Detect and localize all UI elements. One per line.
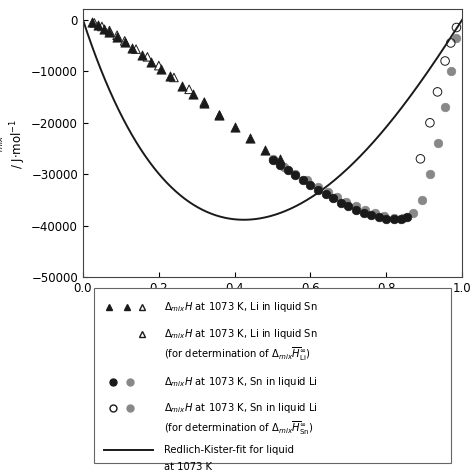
Point [400,214,407,221]
Point [121,39,128,46]
Point [453,24,460,31]
Point [322,191,329,198]
Point [453,34,460,42]
Point [201,100,208,107]
Point [147,58,155,66]
Point [303,177,310,184]
Point [280,163,288,170]
Point [185,85,193,93]
X-axis label: $x_{\mathrm{Li}}$: $x_{\mathrm{Li}}$ [264,298,282,312]
Point [261,146,269,154]
Point [201,99,208,106]
Point [155,62,163,69]
Point [345,202,352,210]
Point [441,57,449,65]
Point [144,53,151,61]
Text: $\Delta_{mix}H$ at 1073 K, Sn in liquid Li: $\Delta_{mix}H$ at 1073 K, Sn in liquid … [164,401,319,415]
Point [409,210,417,217]
Text: (for determination of $\Delta_{mix}\overline{H}_{\mathrm{Li}}^{\infty}$): (for determination of $\Delta_{mix}\over… [164,346,311,364]
Point [269,156,276,164]
Text: Redlich-Kister-fit for liquid: Redlich-Kister-fit for liquid [164,446,294,456]
Point [362,207,369,214]
Point [447,39,455,47]
Point [189,91,197,98]
Point [381,212,388,220]
Point [352,206,360,214]
Point [333,194,341,201]
Point [91,19,98,27]
Point [419,196,426,204]
Point [292,171,299,178]
Point [307,181,314,188]
Point [121,37,128,45]
Point [371,210,379,217]
Text: $\Delta_{mix}H$ at 1073 K, Li in liquid Sn: $\Delta_{mix}H$ at 1073 K, Li in liquid … [164,300,319,314]
Point [426,119,434,127]
Text: $\Delta_{mix}H$ at 1073 K, Sn in liquid Li: $\Delta_{mix}H$ at 1073 K, Sn in liquid … [164,375,319,389]
Point [269,155,276,163]
Point [390,214,398,221]
Point [246,135,254,142]
Point [375,213,383,221]
Point [98,23,106,30]
Point [216,111,223,119]
Point [441,103,449,111]
Point [216,111,223,119]
Point [178,82,185,90]
Point [284,166,292,174]
Point [314,186,322,193]
Point [329,195,337,202]
Point [447,67,455,75]
Point [106,27,113,35]
Point [337,199,345,206]
FancyBboxPatch shape [94,288,451,463]
Point [314,183,322,191]
Point [89,18,96,26]
Point [138,51,146,59]
Point [132,46,140,53]
Point [94,21,102,29]
Point [403,213,411,220]
Point [434,88,441,96]
Point [128,44,136,52]
Text: $\Delta_{mix}H$ at 1073 K, Li in liquid Sn: $\Delta_{mix}H$ at 1073 K, Li in liquid … [164,327,319,341]
Point [434,139,441,147]
Point [292,172,299,179]
Point [157,65,164,73]
Point [166,73,174,80]
Point [113,33,121,41]
Point [324,189,331,196]
Point [276,155,284,163]
Point [106,28,113,36]
Point [170,73,178,81]
Text: (for determination of $\Delta_{mix}\overline{H}_{\mathrm{Sn}}^{\infty}$): (for determination of $\Delta_{mix}\over… [164,420,314,438]
Point [383,215,390,222]
Point [417,155,424,163]
Point [360,209,367,217]
Point [398,215,405,222]
Y-axis label: $\Delta_{mix}H$
/ J$\cdot$mol$^{-1}$: $\Delta_{mix}H$ / J$\cdot$mol$^{-1}$ [0,118,28,169]
Point [352,202,360,210]
Point [299,176,307,184]
Point [276,161,284,169]
Point [113,31,121,39]
Point [231,123,238,131]
Point [390,215,398,223]
Point [426,171,434,178]
Point [367,211,375,219]
Point [343,198,350,206]
Text: at 1073 K: at 1073 K [164,462,212,472]
Point [100,25,108,32]
